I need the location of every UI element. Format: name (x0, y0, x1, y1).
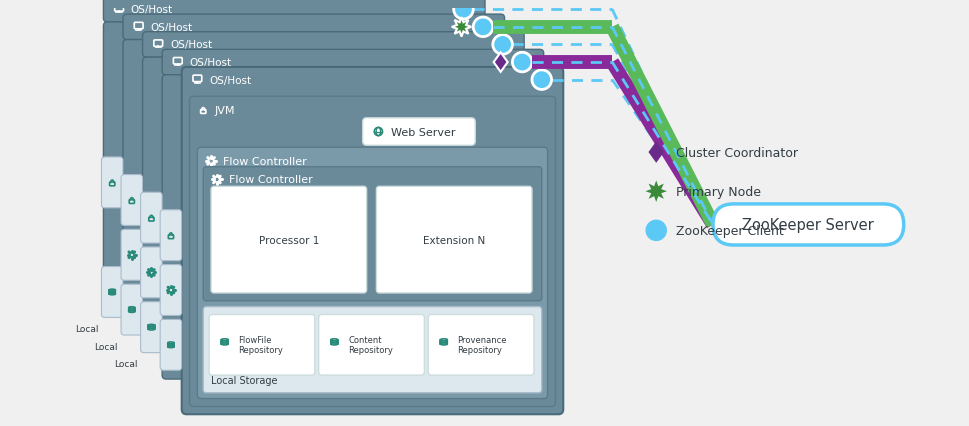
Text: ZooKeeper Server: ZooKeeper Server (741, 217, 873, 233)
Circle shape (644, 220, 667, 242)
FancyBboxPatch shape (141, 302, 162, 353)
FancyBboxPatch shape (197, 148, 547, 399)
Polygon shape (493, 53, 507, 73)
FancyBboxPatch shape (203, 167, 541, 301)
Text: Local: Local (75, 325, 99, 334)
Circle shape (492, 36, 512, 55)
Text: Content
Repository: Content Repository (348, 335, 392, 355)
Text: OS/Host: OS/Host (131, 5, 172, 15)
FancyBboxPatch shape (121, 175, 142, 226)
FancyBboxPatch shape (362, 118, 475, 146)
FancyBboxPatch shape (141, 193, 162, 244)
FancyBboxPatch shape (102, 158, 123, 208)
Text: Provenance
Repository: Provenance Repository (457, 335, 507, 355)
Circle shape (531, 71, 551, 90)
FancyBboxPatch shape (142, 33, 523, 58)
FancyBboxPatch shape (141, 248, 162, 298)
Text: Local: Local (114, 360, 138, 368)
Text: Local Storage: Local Storage (211, 375, 277, 385)
FancyBboxPatch shape (162, 75, 544, 379)
FancyBboxPatch shape (121, 230, 142, 281)
FancyBboxPatch shape (160, 265, 181, 316)
FancyBboxPatch shape (104, 0, 484, 23)
Text: Flow Controller: Flow Controller (223, 156, 306, 167)
FancyBboxPatch shape (160, 320, 181, 370)
Text: OS/Host: OS/Host (150, 23, 192, 33)
FancyBboxPatch shape (319, 315, 423, 375)
Text: Flow Controller: Flow Controller (229, 175, 312, 185)
Circle shape (453, 0, 473, 20)
Text: ZooKeeper Client: ZooKeeper Client (675, 225, 783, 237)
FancyBboxPatch shape (209, 315, 315, 375)
Text: OS/Host: OS/Host (189, 58, 232, 68)
FancyBboxPatch shape (162, 50, 544, 75)
Polygon shape (452, 18, 471, 37)
Text: Cluster Coordinator: Cluster Coordinator (675, 146, 797, 159)
Text: FlowFile
Repository: FlowFile Repository (238, 335, 283, 355)
FancyBboxPatch shape (189, 97, 555, 406)
FancyBboxPatch shape (376, 187, 531, 293)
Text: JVM: JVM (215, 106, 235, 116)
FancyBboxPatch shape (181, 68, 563, 414)
Text: Primary Node: Primary Node (675, 185, 760, 198)
Circle shape (512, 53, 531, 73)
FancyBboxPatch shape (203, 307, 541, 393)
FancyBboxPatch shape (712, 204, 903, 245)
Text: OS/Host: OS/Host (209, 75, 251, 86)
FancyBboxPatch shape (142, 58, 523, 344)
FancyBboxPatch shape (104, 23, 484, 274)
Text: Extension N: Extension N (422, 235, 484, 245)
Text: OS/Host: OS/Host (170, 40, 212, 50)
Circle shape (473, 18, 492, 37)
FancyBboxPatch shape (121, 285, 142, 335)
FancyBboxPatch shape (160, 210, 181, 261)
FancyBboxPatch shape (428, 315, 533, 375)
FancyBboxPatch shape (102, 267, 123, 318)
Text: Processor 1: Processor 1 (259, 235, 319, 245)
FancyBboxPatch shape (123, 15, 504, 40)
Text: Local: Local (95, 342, 118, 351)
Polygon shape (644, 181, 667, 202)
FancyBboxPatch shape (123, 40, 504, 309)
Polygon shape (648, 142, 663, 164)
Text: Web Server: Web Server (391, 127, 454, 137)
FancyBboxPatch shape (211, 187, 366, 293)
